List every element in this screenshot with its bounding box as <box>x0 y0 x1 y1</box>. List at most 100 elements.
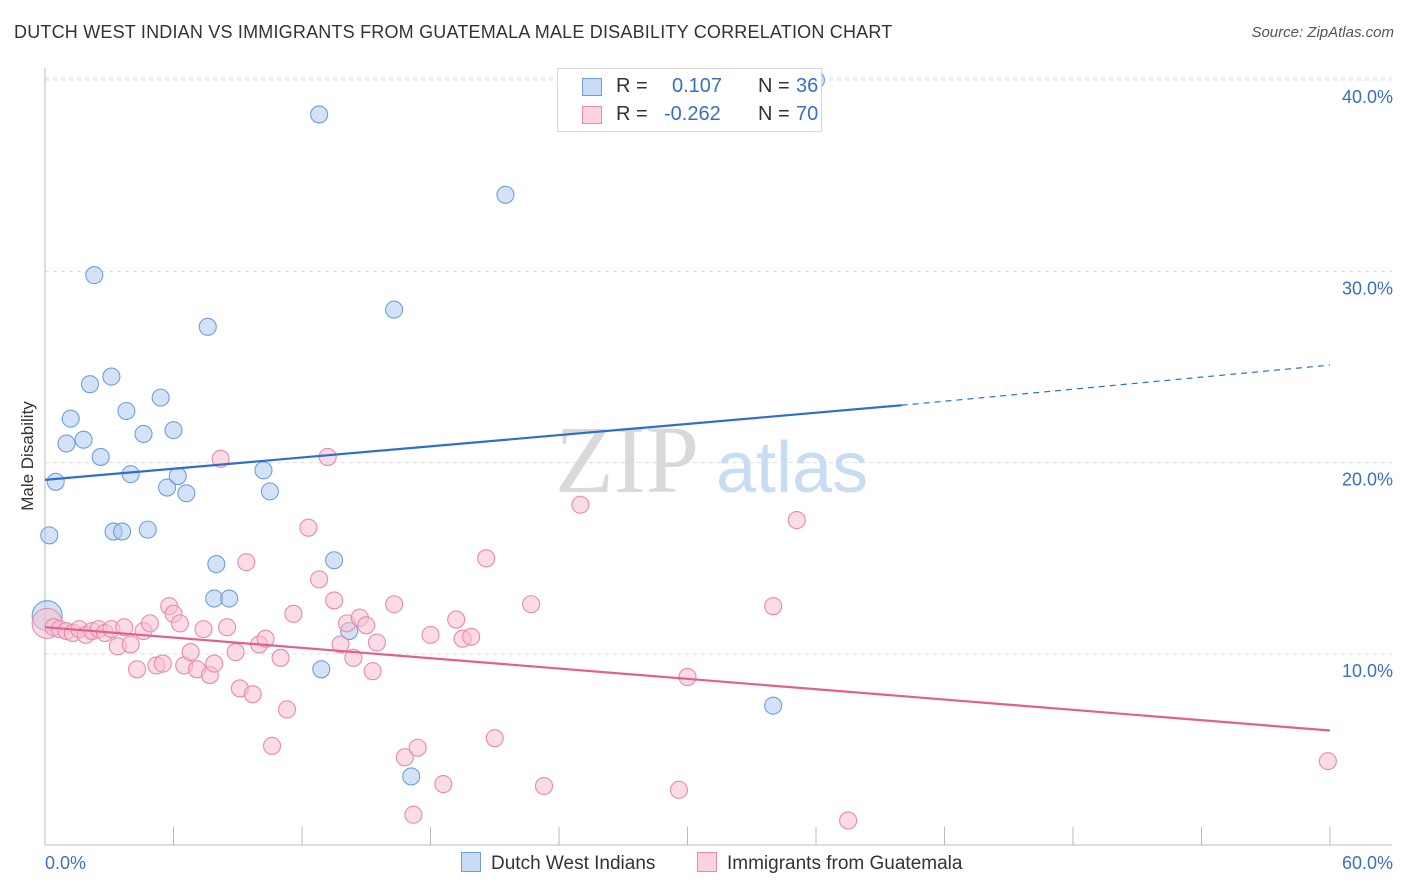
legend-n-value: 36 <box>796 75 819 97</box>
series-swatch-pink <box>697 852 717 872</box>
data-point <box>764 696 783 715</box>
data-point <box>61 409 80 428</box>
trend-lines <box>44 364 1331 732</box>
data-point <box>217 618 237 637</box>
series-legend-pink: Immigrants from Guatemala <box>697 852 962 875</box>
data-point <box>102 367 121 386</box>
data-point <box>40 526 59 545</box>
legend-r-label: R = <box>616 75 648 97</box>
data-point <box>477 549 496 568</box>
data-point <box>262 736 282 755</box>
data-point <box>85 266 104 285</box>
data-point <box>80 375 100 394</box>
data-point <box>357 616 376 635</box>
data-point <box>205 654 224 673</box>
data-point <box>260 482 279 501</box>
data-point <box>177 484 196 503</box>
y-tick-label: 10.0% <box>1342 661 1393 681</box>
data-point <box>207 555 226 574</box>
data-point <box>117 401 136 421</box>
series-swatch-blue <box>461 852 481 872</box>
data-point <box>121 465 140 484</box>
data-point <box>310 570 329 589</box>
data-point <box>170 614 189 633</box>
data-point <box>198 317 217 336</box>
series-legend-blue: Dutch West Indians <box>461 852 655 875</box>
data-point <box>1318 752 1337 771</box>
data-point <box>385 300 404 319</box>
data-point <box>115 618 134 637</box>
tick-labels: 10.0% 20.0% 30.0% 40.0% 0.0% 60.0% <box>45 87 1393 873</box>
data-point <box>764 597 783 616</box>
data-point <box>678 667 697 687</box>
legend-r-value: 0.107 <box>672 75 723 97</box>
trend-line-solid <box>44 404 902 481</box>
data-point <box>158 478 177 497</box>
axes <box>44 68 1392 846</box>
data-point <box>404 805 423 824</box>
data-point <box>496 185 515 204</box>
data-point <box>140 614 159 633</box>
data-point <box>91 447 110 466</box>
data-point <box>408 738 427 757</box>
data-point <box>237 553 256 572</box>
data-point <box>220 589 239 608</box>
data-point <box>447 610 466 629</box>
data-point <box>385 595 404 614</box>
legend-swatch-blue <box>582 78 602 96</box>
data-point <box>325 551 344 570</box>
data-point <box>243 685 262 704</box>
data-point <box>271 648 290 667</box>
data-point <box>164 421 183 440</box>
data-point <box>462 627 481 646</box>
series-name-pink: Immigrants from Guatemala <box>727 853 963 874</box>
data-point <box>485 729 504 748</box>
data-point <box>211 449 230 468</box>
data-point <box>168 467 187 486</box>
data-point <box>522 595 541 614</box>
series-name-blue: Dutch West Indians <box>491 853 656 874</box>
data-point <box>153 654 172 673</box>
data-point <box>113 522 132 541</box>
data-point <box>226 643 245 662</box>
data-point <box>534 776 554 796</box>
data-point <box>839 811 858 830</box>
data-point <box>367 633 387 652</box>
data-point <box>421 625 440 644</box>
data-point <box>434 775 453 794</box>
data-point <box>194 620 213 639</box>
legend-r-value: -0.262 <box>664 103 721 125</box>
legend-n-label: N = <box>758 75 790 97</box>
data-point <box>312 660 331 679</box>
trend-line-solid <box>44 626 1331 732</box>
data-point <box>74 430 93 449</box>
x-tick-label: 0.0% <box>45 853 86 873</box>
data-point <box>46 472 65 491</box>
data-point <box>284 604 303 623</box>
data-point <box>299 518 318 537</box>
data-point <box>277 700 297 719</box>
chart-title: DUTCH WEST INDIAN VS IMMIGRANTS FROM GUA… <box>14 22 893 42</box>
y-tick-label: 20.0% <box>1342 470 1393 490</box>
data-point <box>363 662 382 681</box>
data-point <box>254 461 273 480</box>
data-point <box>331 635 350 654</box>
data-point <box>181 643 200 662</box>
data-point <box>402 767 421 786</box>
trend-line-dashed <box>901 364 1331 406</box>
legend-swatch-pink <box>582 106 602 124</box>
data-point <box>395 748 414 767</box>
data-point <box>344 648 363 667</box>
data-point <box>256 629 275 648</box>
data-point <box>787 511 806 530</box>
legend-n-label: N = <box>758 103 790 125</box>
data-point <box>669 780 688 799</box>
x-tick-label: 60.0% <box>1342 853 1393 873</box>
data-point <box>571 495 590 514</box>
watermark-atlas: atlas <box>716 428 868 508</box>
y-tick-label: 30.0% <box>1342 278 1393 298</box>
data-point <box>151 388 170 407</box>
source-label: Source: ZipAtlas.com <box>1251 24 1394 41</box>
data-point <box>57 434 76 453</box>
